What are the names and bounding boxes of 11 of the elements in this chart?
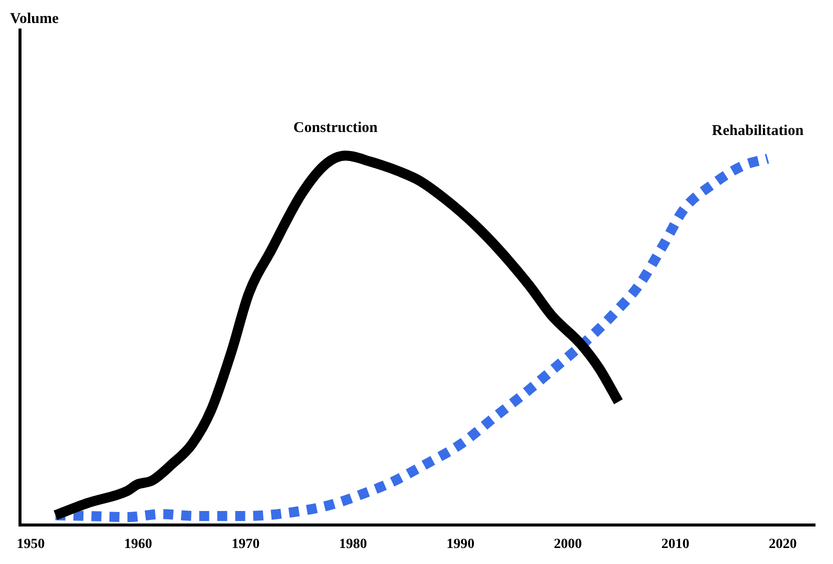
series-label: Construction — [293, 120, 378, 136]
text: Volume — [10, 10, 59, 28]
x-tick-label: 2020 — [768, 537, 797, 552]
x-tick-label: 2000 — [554, 537, 582, 552]
x-tick-label: 1990 — [446, 537, 474, 552]
x-tick-label: 1960 — [124, 537, 152, 552]
x-tick-label: 1980 — [339, 537, 368, 552]
series-label: Rehabilitation — [712, 122, 804, 139]
x-tick-label: 1970 — [232, 537, 260, 552]
x-tick-label: 1950 — [16, 537, 45, 552]
x-tick-label: 2010 — [661, 537, 690, 552]
